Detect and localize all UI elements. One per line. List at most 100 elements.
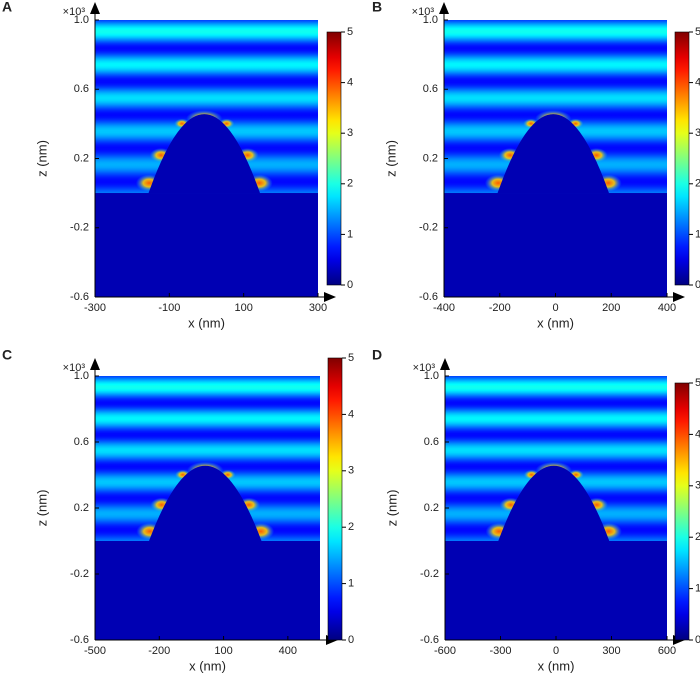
field	[444, 20, 667, 297]
y-tick-label: 0.6	[74, 83, 89, 95]
y-axis-label: z (nm)	[384, 490, 399, 527]
x-tick-label: -200	[489, 302, 511, 314]
particle	[498, 465, 610, 541]
colorbar-tick-label: 5	[695, 377, 700, 389]
y-tick-label: 0.2	[74, 502, 89, 514]
field	[95, 20, 318, 297]
colorbar-tick-label: 2	[347, 178, 353, 190]
substrate	[445, 541, 667, 640]
y-tick-label: 0.2	[74, 152, 89, 164]
y-axis-label: z (nm)	[34, 140, 49, 177]
x-tick-label: 300	[309, 302, 327, 314]
colorbar-tick-label: 1	[348, 578, 354, 590]
colorbar-tick-label: 0	[695, 634, 700, 646]
y-axis-label: z (nm)	[34, 490, 49, 527]
colorbar-tick-label: 0	[347, 279, 353, 291]
y-tick-label: 1.0	[74, 370, 89, 382]
y-tick-label: 0.6	[424, 436, 439, 448]
particle	[148, 114, 261, 194]
y-multiplier: ×10³	[413, 362, 436, 374]
colorbar-tick-label: 5	[348, 352, 354, 364]
x-axis-label: x (nm)	[537, 315, 574, 330]
x-tick-label: 300	[602, 645, 620, 657]
colorbar-tick-label: 2	[348, 521, 354, 533]
colorbar-tick-label: 4	[347, 77, 353, 89]
x-tick-label: -400	[433, 302, 455, 314]
colorbar-tick-label: 1	[695, 583, 700, 595]
y-axis-arrow	[439, 2, 449, 14]
x-tick-label: -300	[489, 645, 511, 657]
colorbar	[674, 31, 690, 286]
colorbar-tick-label: 5	[695, 26, 700, 38]
x-tick-label: 0	[552, 302, 558, 314]
x-axis-arrow	[324, 292, 336, 302]
y-multiplier: ×10³	[63, 6, 86, 18]
colorbar	[327, 357, 343, 641]
substrate	[444, 193, 667, 297]
x-tick-label: -600	[434, 645, 456, 657]
y-tick-label: -0.6	[419, 291, 438, 303]
y-tick-label: -0.6	[420, 634, 439, 646]
y-tick-label: 0.2	[423, 152, 438, 164]
colorbar-tick-label: 1	[347, 228, 353, 240]
y-tick-label: -0.6	[70, 291, 89, 303]
substrate	[95, 541, 320, 640]
colorbar	[326, 31, 342, 286]
panel: -0.6 -0.2 0.2 0.6 1.0 -400 -200 0 200 400 x (nm) z …	[372, 0, 700, 330]
y-tick-label: 1.0	[424, 370, 439, 382]
particle	[149, 465, 262, 541]
y-multiplier: ×10³	[412, 6, 435, 18]
panel-label: B	[372, 0, 382, 15]
panel: -0.6 -0.2 0.2 0.6 1.0 -600 -300 0 300 600 x (nm) z …	[372, 347, 700, 674]
x-tick-label: -200	[148, 645, 170, 657]
x-tick-label: 600	[658, 645, 676, 657]
colorbar-tick-label: 3	[347, 127, 353, 139]
panel-label: D	[372, 347, 382, 363]
x-tick-label: -500	[84, 645, 106, 657]
colorbar-tick-label: 3	[348, 465, 354, 477]
panel: -0.6 -0.2 0.2 0.6 1.0 -500 -200 100 400 x (nm) z (…	[2, 347, 354, 674]
y-tick-label: -0.2	[419, 222, 438, 234]
x-axis-label: x (nm)	[189, 658, 226, 673]
y-tick-label: -0.2	[420, 568, 439, 580]
colorbar-tick-label: 4	[695, 77, 700, 89]
x-axis-arrow	[673, 292, 685, 302]
y-axis-arrow	[440, 358, 450, 370]
y-tick-label: -0.6	[70, 634, 89, 646]
colorbar-tick-label: 5	[347, 26, 353, 38]
x-tick-label: -100	[158, 302, 180, 314]
y-multiplier: ×10³	[63, 362, 86, 374]
particle	[497, 114, 610, 194]
panel-label: A	[2, 0, 12, 15]
colorbar-tick-label: 4	[348, 408, 354, 420]
colorbar-tick-label: 2	[695, 531, 700, 543]
panel: -0.6 -0.2 0.2 0.6 1.0 -300 -100 100 300 x (nm) z (…	[2, 0, 353, 330]
y-tick-label: 0.6	[74, 436, 89, 448]
y-tick-label: -0.2	[70, 568, 89, 580]
x-tick-label: 0	[553, 645, 559, 657]
y-tick-label: 0.6	[423, 83, 438, 95]
y-axis-label: z (nm)	[383, 140, 398, 177]
x-tick-label: 100	[214, 645, 232, 657]
y-tick-label: 1.0	[74, 14, 89, 26]
x-tick-label: 200	[602, 302, 620, 314]
y-tick-label: -0.2	[70, 222, 89, 234]
x-axis-label: x (nm)	[538, 658, 575, 673]
x-axis-label: x (nm)	[188, 315, 225, 330]
x-tick-label: 400	[658, 302, 676, 314]
colorbar-tick-label: 3	[695, 127, 700, 139]
x-tick-label: -300	[84, 302, 106, 314]
y-axis-arrow	[90, 358, 100, 370]
field	[445, 376, 667, 640]
y-tick-label: 1.0	[423, 14, 438, 26]
field	[95, 376, 320, 640]
colorbar	[674, 382, 690, 641]
x-tick-label: 400	[279, 645, 297, 657]
panel-label: C	[2, 347, 12, 363]
x-tick-label: 100	[234, 302, 252, 314]
colorbar-tick-label: 0	[695, 279, 700, 291]
colorbar-tick-label: 2	[695, 178, 700, 190]
colorbar-tick-label: 0	[348, 634, 354, 646]
colorbar-tick-label: 1	[695, 228, 700, 240]
